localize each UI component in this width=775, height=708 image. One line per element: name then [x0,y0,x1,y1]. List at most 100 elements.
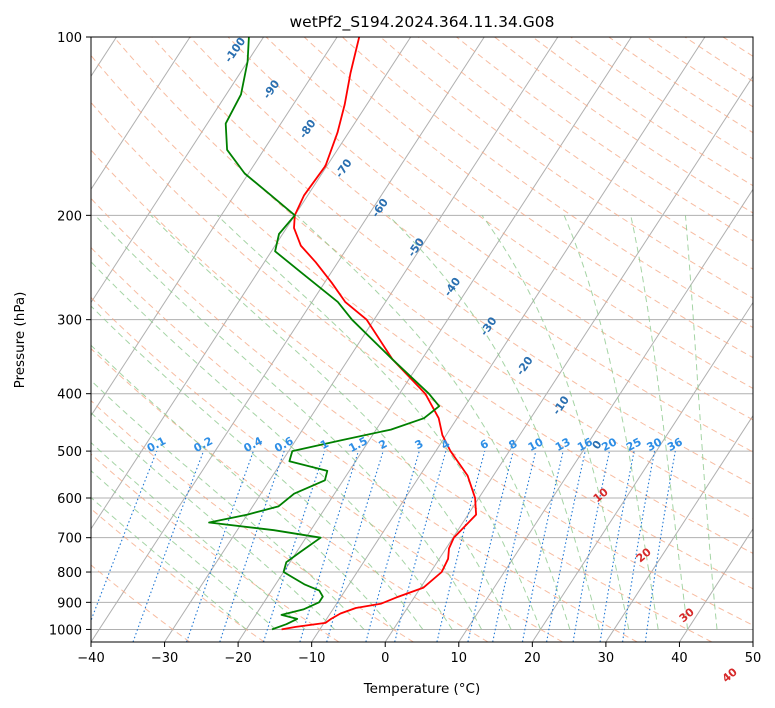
moist-adiabat [94,214,483,630]
dry-adiabat [303,37,753,359]
y-tick-label: 300 [57,314,82,329]
moist-adiabat [91,412,335,630]
dry-adiabat-label: -60 [369,196,391,220]
dry-adiabat [91,54,753,554]
dry-adiabat [151,37,753,486]
dry-adiabat-label: -10 [550,393,572,417]
mixing-ratio-line [132,450,205,642]
x-tick-label: −40 [77,651,104,666]
mixing-ratio-label: 6 [478,437,491,452]
x-tick-label: 40 [671,651,688,666]
x-tick-label: −30 [151,651,178,666]
y-tick-label: 700 [57,532,82,547]
mixing-ratio-line [394,450,447,642]
moist-adiabat [630,215,689,630]
y-tick-label: 600 [57,492,82,507]
isotherm-line [752,641,753,642]
mixing-ratio-label: 0.1 [145,434,168,455]
dry-adiabat [418,37,753,270]
mixing-ratio-line [492,450,537,642]
dry-adiabat [91,564,190,642]
dry-adiabat [722,37,753,57]
x-axis-label: Temperature (°C) [363,681,481,697]
mixing-ratio-line [546,450,586,642]
moist-adiabat-label: 30 [677,605,697,625]
y-tick-label: 400 [57,388,82,403]
isotherm-line [164,37,559,642]
dry-adiabat [494,37,753,214]
isotherm-line [91,37,485,642]
dry-adiabat [341,37,753,329]
mixing-ratio-label: 0.4 [242,434,266,455]
mixing-ratio-label: 16 [575,435,595,454]
mixing-ratio-label: 25 [624,435,644,454]
isotherm-line [91,37,191,191]
axis-ticks: −40 −30 −20 −10 0 10 20 30 40 5010020030040050060… [49,31,761,666]
isotherm-line [679,527,753,642]
dry-adiabat [91,508,265,642]
moist-adiabat [216,214,541,630]
mixing-ratio-line [219,450,285,642]
x-tick-label: 30 [598,651,615,666]
mixing-ratio-line [622,450,656,642]
moist-adiabat [563,215,659,630]
y-tick-label: 900 [57,596,82,611]
mixing-ratio-label: 1.5 [347,434,370,455]
dry-adiabat [646,37,753,108]
mixing-ratio-line [186,450,254,642]
x-tick-label: 10 [451,651,468,666]
moist-adiabat [91,261,453,630]
moist-adiabat [91,379,365,630]
isotherm-line [91,37,338,417]
dry-adiabat-label: -30 [478,314,500,338]
mixing-ratio-line [262,450,326,642]
isotherm-line [91,37,265,304]
mixing-ratio-label: 0.2 [192,434,215,455]
isotherm-line [237,37,632,642]
dry-adiabat [113,37,753,520]
x-tick-label: −10 [298,651,325,666]
moist-adiabat [296,214,571,630]
dry-adiabat [91,197,713,642]
mixing-ratio-label: 13 [553,435,573,454]
dry-adiabat-label: -20 [514,354,536,378]
moist-adiabat-label: 20 [634,545,654,565]
sounding-profiles [208,37,477,631]
isotherm-line [458,188,753,642]
background-lines [91,37,753,642]
mixing-ratio-label: 36 [665,435,685,454]
isotherm-line [91,37,412,530]
dry-adiabat-label: -90 [260,77,282,101]
line-labels: 0.1 0.2 0.4 0.6 1 1.5 2 3 4 6 8 10 13 16 20 25 30 36-100-… [145,35,740,686]
moist-adiabat [150,214,512,630]
mixing-ratio-line [365,450,420,642]
moist-adiabat [91,344,394,630]
y-tick-label: 1000 [49,623,82,638]
mixing-ratio-label: 10 [526,435,546,454]
dry-adiabat-label: -100 [222,35,249,65]
chart-title: wetPf2_S194.2024.364.11.34.G08 [290,13,555,32]
dewpoint-profile [208,37,441,631]
x-tick-label: 50 [745,651,762,666]
dry-adiabat [91,101,753,590]
moist-adiabat [684,215,718,630]
y-tick-label: 200 [57,209,82,224]
mixing-ratio-line [326,450,384,642]
temperature-profile [281,37,477,631]
dry-adiabat-label: -70 [333,156,355,180]
isotherm-line [531,301,753,642]
mixing-ratio-label: 20 [599,435,619,454]
dry-adiabat [91,347,489,642]
x-tick-label: 0 [381,651,389,666]
x-tick-label: 20 [524,651,541,666]
dry-adiabat [91,149,753,626]
dry-adiabat [91,399,414,642]
isotherm-line [384,75,753,642]
moist-adiabat [91,441,306,630]
y-tick-label: 800 [57,566,82,581]
dry-adiabat [684,37,753,82]
mixing-ratio-line [644,451,676,642]
mixing-ratio-label: 3 [413,437,426,452]
moist-adiabat [387,214,600,630]
